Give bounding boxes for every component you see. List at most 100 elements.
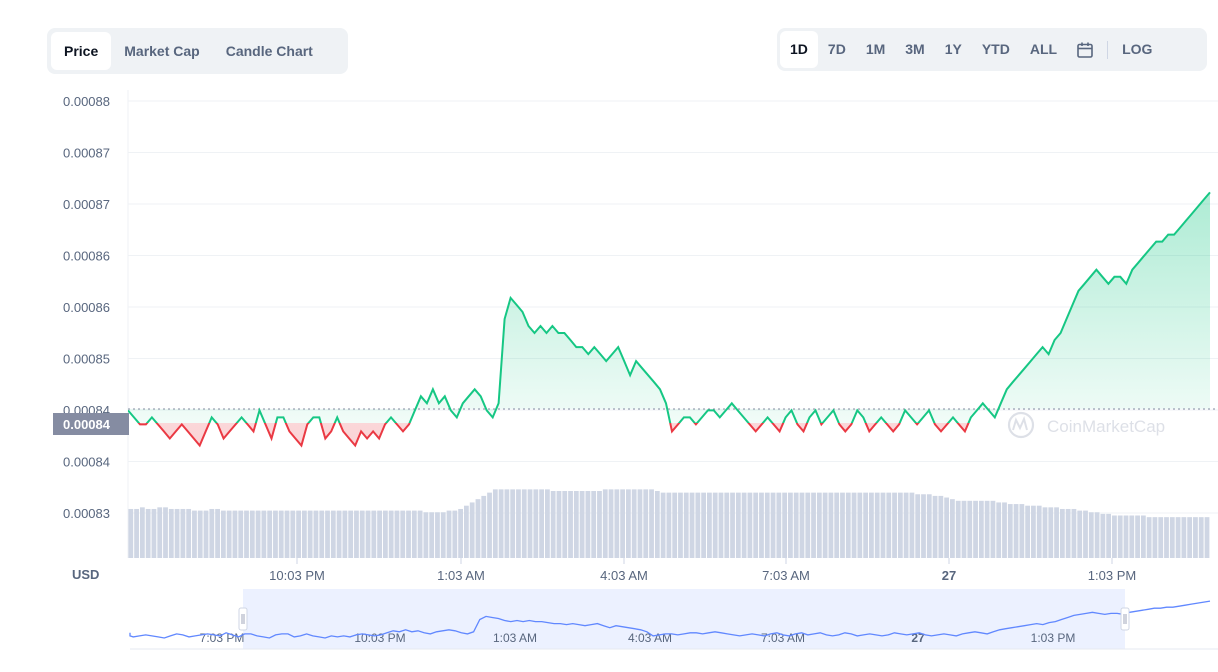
tab-candle-chart[interactable]: Candle Chart (225, 43, 313, 59)
navigator-handle-right[interactable] (1120, 607, 1130, 631)
x-tick-label: 7:03 AM (762, 568, 810, 583)
price-area (128, 192, 1210, 446)
volume-bar (926, 494, 932, 558)
volume-bar (452, 510, 458, 558)
volume-bar (1175, 517, 1181, 558)
volume-bar (822, 492, 828, 558)
volume-bar (1164, 517, 1169, 558)
volume-bar (429, 512, 435, 558)
volume-bar (504, 489, 510, 558)
volume-bar (961, 500, 967, 558)
volume-bar (458, 508, 463, 558)
volume-bar (481, 495, 487, 558)
volume-bar (1169, 517, 1175, 558)
range-1y[interactable]: 1Y (944, 41, 962, 57)
volume-bar (475, 499, 481, 558)
volume-bar (151, 508, 157, 558)
navigator-selection[interactable] (243, 589, 1125, 649)
volume-bar (695, 492, 701, 558)
volume-bar (278, 510, 284, 558)
volume-bar (382, 510, 388, 558)
volume-bar (944, 497, 950, 558)
y-tick-label: 0.00088 (63, 94, 110, 109)
volume-bar (145, 508, 151, 558)
volume-bar (1106, 513, 1112, 558)
volume-bar (1117, 515, 1123, 558)
current-price-tag: 0.00084 (53, 413, 129, 435)
volume-bar (342, 510, 348, 558)
volume-bar (157, 507, 163, 558)
y-tick-label: 0.00084 (63, 455, 110, 470)
volume-bar (527, 489, 533, 558)
volume-bar (654, 490, 660, 558)
volume-bar (678, 492, 683, 558)
volume-bar (753, 492, 759, 558)
volume-bar (834, 492, 840, 558)
volume-bar (1031, 505, 1036, 558)
volume-bar (359, 510, 365, 558)
volume-bar (1088, 512, 1094, 558)
volume-bar (1094, 512, 1100, 558)
volume-bar (996, 502, 1002, 558)
volume-bar (620, 489, 626, 558)
volume-bar (683, 492, 689, 558)
volume-bar (730, 492, 735, 558)
volume-bar (978, 500, 984, 558)
volume-bar (759, 492, 764, 558)
volume-bar (1042, 507, 1048, 558)
calendar-icon[interactable] (1067, 31, 1103, 68)
volume-bar (215, 508, 220, 558)
volume-bar (394, 510, 400, 558)
volume-bar (782, 492, 788, 558)
volume-bar (1135, 515, 1140, 558)
volume-bar (666, 492, 672, 558)
y-tick-label: 0.00087 (63, 146, 110, 161)
y-tick-label: 0.00086 (63, 249, 110, 264)
range-7d[interactable]: 7D (827, 41, 846, 57)
volume-bar (1100, 513, 1106, 558)
volume-bar (851, 492, 857, 558)
range-1m[interactable]: 1M (865, 41, 886, 57)
y-axis-labels: 0.00088 0.00087 0.00087 0.00086 0.00086 0.000… (63, 94, 110, 521)
volume-bar (660, 492, 666, 558)
watermark-text: CoinMarketCap (1047, 417, 1165, 436)
volume-bar (261, 510, 267, 558)
volume-bar (1152, 517, 1158, 558)
volume-bar (440, 512, 446, 558)
volume-bar (492, 489, 498, 558)
volume-bar (325, 510, 330, 558)
tab-price[interactable]: Price (51, 32, 112, 70)
navigator-label: 10:03 PM (354, 631, 405, 645)
volume-bar (423, 512, 429, 558)
volume-bar (377, 510, 382, 558)
volume-bar (718, 492, 724, 558)
volume-bar (597, 490, 602, 558)
log-scale-toggle[interactable]: LOG (1122, 41, 1153, 57)
volume-bar (903, 492, 909, 558)
price-line-down (137, 423, 970, 448)
volume-bar (602, 489, 608, 558)
volume-bar (1019, 504, 1025, 558)
range-all[interactable]: ALL (1029, 41, 1058, 57)
down-area (138, 423, 969, 446)
navigator-label: 27 (911, 631, 925, 645)
volume-bar (984, 500, 990, 558)
volume-bar (134, 508, 139, 558)
navigator-handle-left[interactable] (238, 607, 248, 631)
volume-bar (400, 510, 406, 558)
current-price-label: 0.00084 (63, 417, 111, 432)
tab-market-cap[interactable]: Market Cap (124, 43, 200, 59)
volume-bar (631, 489, 637, 558)
volume-bar (388, 510, 394, 558)
range-3m[interactable]: 3M (905, 41, 925, 57)
volume-bar (186, 508, 192, 558)
volume-bar (932, 495, 938, 558)
volume-bar (707, 492, 712, 558)
range-ytd[interactable]: YTD (981, 41, 1010, 57)
volume-bar (365, 510, 371, 558)
volume-bar (469, 502, 475, 558)
volume-bar (290, 510, 296, 558)
chart-type-tabs: Price Market Cap Candle Chart (47, 28, 348, 74)
range-1d[interactable]: 1D (780, 31, 818, 68)
time-range-selector: 1D 7D 1M 3M 1Y YTD ALL LOG (777, 28, 1207, 71)
